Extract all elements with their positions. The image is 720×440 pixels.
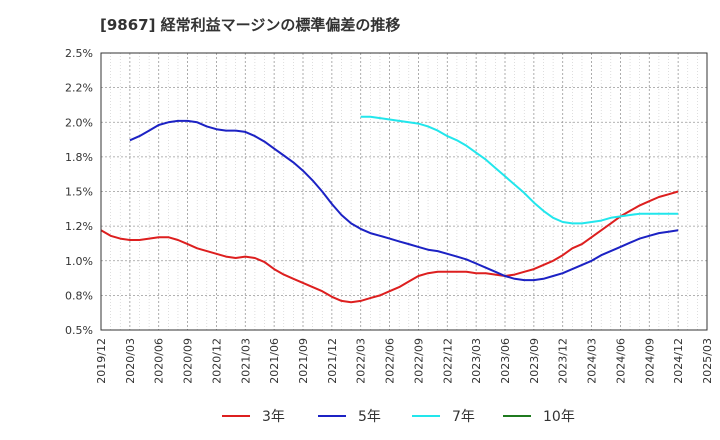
x-tick-label: 2022/12 — [441, 338, 454, 384]
legend-label: 5年 — [358, 409, 381, 425]
y-tick-label: 2.2% — [65, 82, 93, 95]
y-tick-label: 1.0% — [65, 255, 93, 268]
y-tick-label: 2.5% — [65, 47, 93, 60]
y-tick-label: 0.8% — [65, 289, 93, 302]
legend-label: 7年 — [452, 409, 475, 425]
legend: 3年 5年 7年 10年 — [222, 409, 575, 425]
x-tick-label: 2022/03 — [355, 338, 368, 384]
x-tick-label: 2023/09 — [528, 338, 541, 384]
x-tick-label: 2022/06 — [384, 338, 397, 384]
chart-title: [9867] 経常利益マージンの標準偏差の推移 — [100, 16, 401, 34]
x-tick-label: 2023/06 — [499, 338, 512, 384]
x-tick-label: 2025/03 — [701, 338, 714, 384]
x-tick-label: 2023/12 — [557, 338, 570, 384]
x-tick-label: 2023/03 — [470, 338, 483, 384]
y-tick-label: 1.8% — [65, 151, 93, 164]
y-axis: 2.5% 2.2% 2.0% 1.8% 1.5% 1.2% 1.0% 0.8% 0.5% — [65, 47, 93, 337]
x-tick-label: 2020/12 — [210, 338, 223, 384]
x-tick-label: 2019/12 — [95, 338, 108, 384]
y-tick-label: 0.5% — [65, 324, 93, 337]
x-tick-label: 2022/09 — [412, 338, 425, 384]
y-tick-label: 1.5% — [65, 186, 93, 199]
y-tick-label: 2.0% — [65, 116, 93, 129]
x-tick-label: 2020/03 — [124, 338, 137, 384]
grid — [101, 53, 707, 330]
legend-label: 3年 — [262, 409, 285, 425]
series-lines — [100, 115, 679, 304]
x-tick-label: 2024/12 — [672, 338, 685, 384]
x-tick-label: 2021/03 — [239, 338, 252, 384]
x-tick-label: 2024/06 — [614, 338, 627, 384]
x-tick-label: 2021/06 — [268, 338, 281, 384]
x-tick-label: 2021/09 — [297, 338, 310, 384]
x-tick-label: 2024/09 — [643, 338, 656, 384]
y-tick-label: 1.2% — [65, 220, 93, 233]
series-line-5年 — [129, 119, 679, 282]
x-axis: 2019/12 2020/03 2020/06 2020/09 2020/12 2021/… — [95, 338, 714, 384]
x-tick-label: 2020/09 — [182, 338, 195, 384]
plot-frame — [100, 52, 708, 331]
x-tick-label: 2024/03 — [586, 338, 599, 384]
series-line-3年 — [100, 190, 679, 304]
series-line-7年 — [360, 115, 679, 225]
x-tick-label: 2021/12 — [326, 338, 339, 384]
x-tick-label: 2020/06 — [153, 338, 166, 384]
legend-label: 10年 — [543, 409, 575, 425]
